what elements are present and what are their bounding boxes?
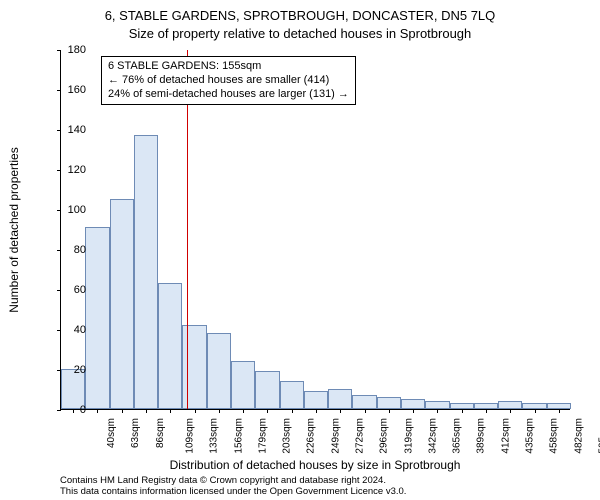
y-tick-label: 60 [46,284,86,296]
histogram-bar [158,283,182,409]
chart-footer: Contains HM Land Registry data © Crown c… [60,476,570,498]
x-tick-mark [170,409,171,413]
y-tick-label: 40 [46,324,86,336]
annotation-line3: 24% of semi-detached houses are larger (… [108,88,349,102]
histogram-bar [207,333,231,409]
x-tick-mark [535,409,536,413]
x-tick-label: 319sqm [403,418,414,454]
x-tick-mark [292,409,293,413]
x-tick-mark [389,409,390,413]
y-tick-label: 180 [46,44,86,56]
histogram-bar [231,361,255,409]
x-tick-label: 342sqm [427,418,438,454]
x-tick-label: 226sqm [306,418,317,454]
x-tick-label: 389sqm [476,418,487,454]
histogram-bar [255,371,279,409]
annotation-line2: ← 76% of detached houses are smaller (41… [108,74,349,88]
x-tick-mark [559,409,560,413]
x-tick-label: 435sqm [525,418,536,454]
x-tick-label: 63sqm [130,418,141,448]
plot-area: 6 STABLE GARDENS: 155sqm← 76% of detache… [60,50,570,410]
x-tick-mark [122,409,123,413]
x-tick-label: 458sqm [549,418,560,454]
y-tick-label: 140 [46,124,86,136]
histogram-bar [85,227,109,409]
x-tick-mark [219,409,220,413]
x-tick-mark [146,409,147,413]
x-tick-mark [365,409,366,413]
y-tick-label: 20 [46,364,86,376]
histogram-bar [498,401,522,409]
x-tick-label: 482sqm [573,418,584,454]
x-tick-mark [243,409,244,413]
x-tick-label: 249sqm [330,418,341,454]
x-tick-label: 272sqm [355,418,366,454]
chart-title-line1: 6, STABLE GARDENS, SPROTBROUGH, DONCASTE… [0,8,600,23]
x-axis-label: Distribution of detached houses by size … [60,458,570,472]
x-tick-mark [462,409,463,413]
annotation-line1: 6 STABLE GARDENS: 155sqm [108,60,349,74]
x-tick-mark [340,409,341,413]
x-tick-label: 203sqm [282,418,293,454]
histogram-bar [280,381,304,409]
x-tick-label: 86sqm [155,418,166,448]
x-tick-mark [437,409,438,413]
y-tick-label: 120 [46,164,86,176]
x-tick-mark [267,409,268,413]
histogram-bar [304,391,328,409]
y-tick-label: 0 [46,404,86,416]
histogram-bar [425,401,449,409]
x-tick-label: 296sqm [379,418,390,454]
x-tick-label: 156sqm [233,418,244,454]
x-tick-mark [510,409,511,413]
x-tick-mark [486,409,487,413]
x-tick-label: 365sqm [452,418,463,454]
x-tick-label: 179sqm [257,418,268,454]
histogram-bar [328,389,352,409]
y-tick-label: 160 [46,84,86,96]
y-tick-label: 100 [46,204,86,216]
x-tick-mark [316,409,317,413]
x-tick-mark [97,409,98,413]
x-tick-label: 412sqm [500,418,511,454]
x-tick-label: 40sqm [106,418,117,448]
y-tick-label: 80 [46,244,86,256]
histogram-bar [134,135,158,409]
y-axis-label: Number of detached properties [7,147,21,312]
histogram-bar [401,399,425,409]
x-tick-mark [195,409,196,413]
histogram-chart: 6, STABLE GARDENS, SPROTBROUGH, DONCASTE… [0,0,600,500]
chart-title-line2: Size of property relative to detached ho… [0,26,600,41]
x-tick-label: 133sqm [209,418,220,454]
histogram-bar [352,395,376,409]
x-tick-mark [413,409,414,413]
x-tick-label: 109sqm [185,418,196,454]
annotation-box: 6 STABLE GARDENS: 155sqm← 76% of detache… [101,56,356,105]
histogram-bar [377,397,401,409]
histogram-bar [110,199,134,409]
footer-line2: This data contains information licensed … [60,487,570,498]
